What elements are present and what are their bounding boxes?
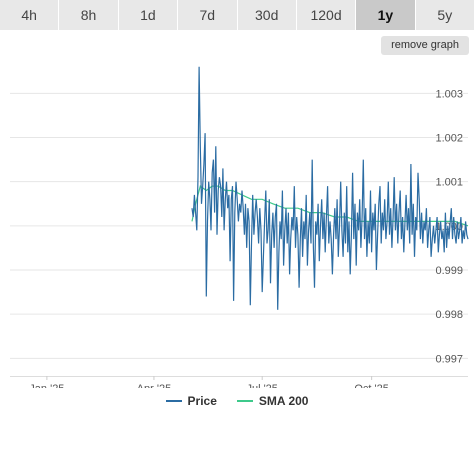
x-tick-label: Oct '25 [354, 383, 389, 388]
legend-label-sma: SMA 200 [258, 394, 309, 408]
price-swatch [165, 400, 182, 402]
x-tick-label: Jan '25 [29, 383, 64, 388]
tab-5y[interactable]: 5y [415, 0, 474, 30]
y-tick-label: 1.002 [435, 133, 463, 145]
tab-120d[interactable]: 120d [296, 0, 357, 30]
tab-1y[interactable]: 1y [356, 0, 416, 30]
legend-item-sma[interactable]: SMA 200 [236, 394, 309, 408]
x-axis-ticks: Jan '25 Apr '25 Jul '25 Oct '25 [29, 376, 389, 388]
chart-legend: Price SMA 200 [0, 392, 474, 410]
legend-item-price[interactable]: Price [165, 394, 217, 408]
price-series-line [191, 66, 469, 310]
y-tick-label: 0.997 [435, 353, 463, 365]
y-tick-label: 0.999 [435, 265, 463, 277]
tab-7d[interactable]: 7d [178, 0, 238, 30]
x-tick-label: Apr '25 [137, 383, 172, 388]
sma-swatch [236, 400, 253, 402]
y-tick-label: 0.998 [435, 309, 463, 321]
remove-graph-button[interactable]: remove graph [381, 36, 469, 55]
y-tick-label: 1.003 [435, 88, 463, 100]
tab-4h[interactable]: 4h [0, 0, 60, 30]
legend-label-price: Price [187, 394, 217, 408]
tab-30d[interactable]: 30d [237, 0, 297, 30]
x-tick-label: Jul '25 [246, 383, 277, 388]
tab-1d[interactable]: 1d [118, 0, 179, 30]
tab-8h[interactable]: 8h [59, 0, 119, 30]
time-range-tabs: 4h 8h 1d 7d 30d 120d 1y 5y [0, 0, 474, 30]
y-tick-label: 1.001 [435, 177, 463, 189]
grid-lines [10, 92, 468, 377]
